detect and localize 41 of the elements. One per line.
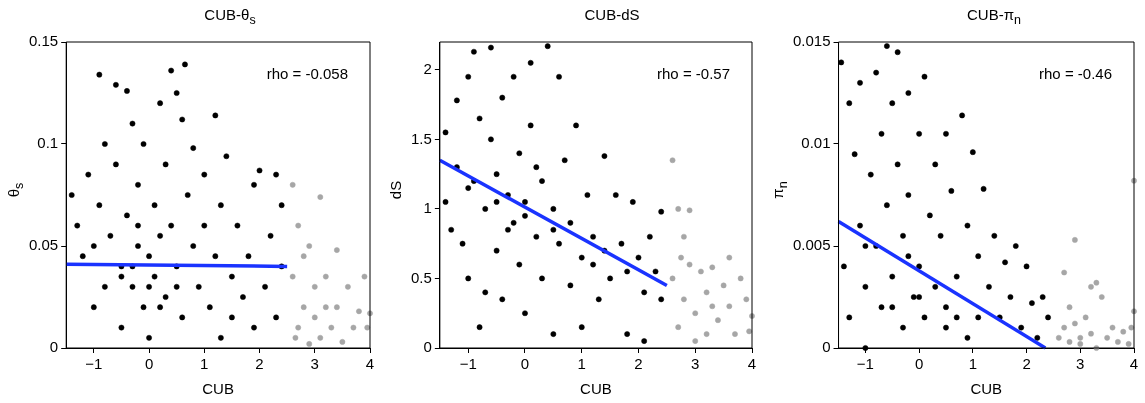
chart-title: CUB-θ$_{s}$ (203, 6, 257, 27)
x-tick-label: 2 (1022, 355, 1031, 373)
x-tick-label: 4 (747, 355, 757, 373)
x-tick-label: 0 (914, 355, 924, 373)
x-tick-label: 4 (365, 355, 375, 373)
annotation: rho = -0.058 (266, 64, 348, 82)
y-tick-label: 0.05 (28, 236, 59, 254)
y-tick-label: 1.5 (410, 129, 432, 147)
x-tick-label: 0 (144, 355, 154, 373)
x-tick-label: −1 (85, 355, 103, 373)
x-tick-label: 0 (520, 355, 530, 373)
y-tick-label: 0.15 (28, 32, 59, 50)
chart-title: CUB-π$_{n}$ (966, 6, 1022, 27)
y-tick-label: 0.1 (37, 134, 59, 152)
chart-title: CUB-dS (583, 6, 641, 23)
y-tick-label: 0.01 (801, 134, 831, 152)
x-axis-title: CUB (580, 380, 612, 398)
x-tick-label: 2 (634, 355, 643, 373)
x-tick-label: 3 (310, 355, 319, 373)
x-tick-label: 1 (968, 355, 978, 373)
x-tick-label: 2 (255, 355, 264, 373)
annotation: rho = -0.46 (1039, 64, 1112, 82)
y-axis-title: dS (387, 179, 405, 202)
x-axis-title: CUB (970, 380, 1003, 398)
x-axis-title: CUB (202, 380, 234, 398)
x-tick-label: 1 (200, 355, 209, 373)
y-tick-label: 2 (423, 59, 432, 77)
y-tick-label: 0 (822, 338, 831, 356)
x-tick-label: −1 (459, 355, 477, 373)
y-tick-label: 0.015 (792, 32, 831, 50)
annotation: rho = -0.57 (657, 64, 730, 82)
y-tick-label: 0.005 (792, 236, 831, 254)
x-tick-label: 4 (1129, 355, 1139, 373)
y-tick-label: 0.5 (410, 268, 432, 286)
x-tick-label: −1 (856, 355, 874, 373)
x-tick-label: 3 (691, 355, 700, 373)
y-tick-label: 1 (423, 199, 432, 217)
y-tick-label: 0 (49, 338, 59, 356)
x-tick-label: 1 (577, 355, 586, 373)
x-tick-label: 3 (1076, 355, 1085, 373)
y-tick-label: 0 (423, 338, 432, 356)
